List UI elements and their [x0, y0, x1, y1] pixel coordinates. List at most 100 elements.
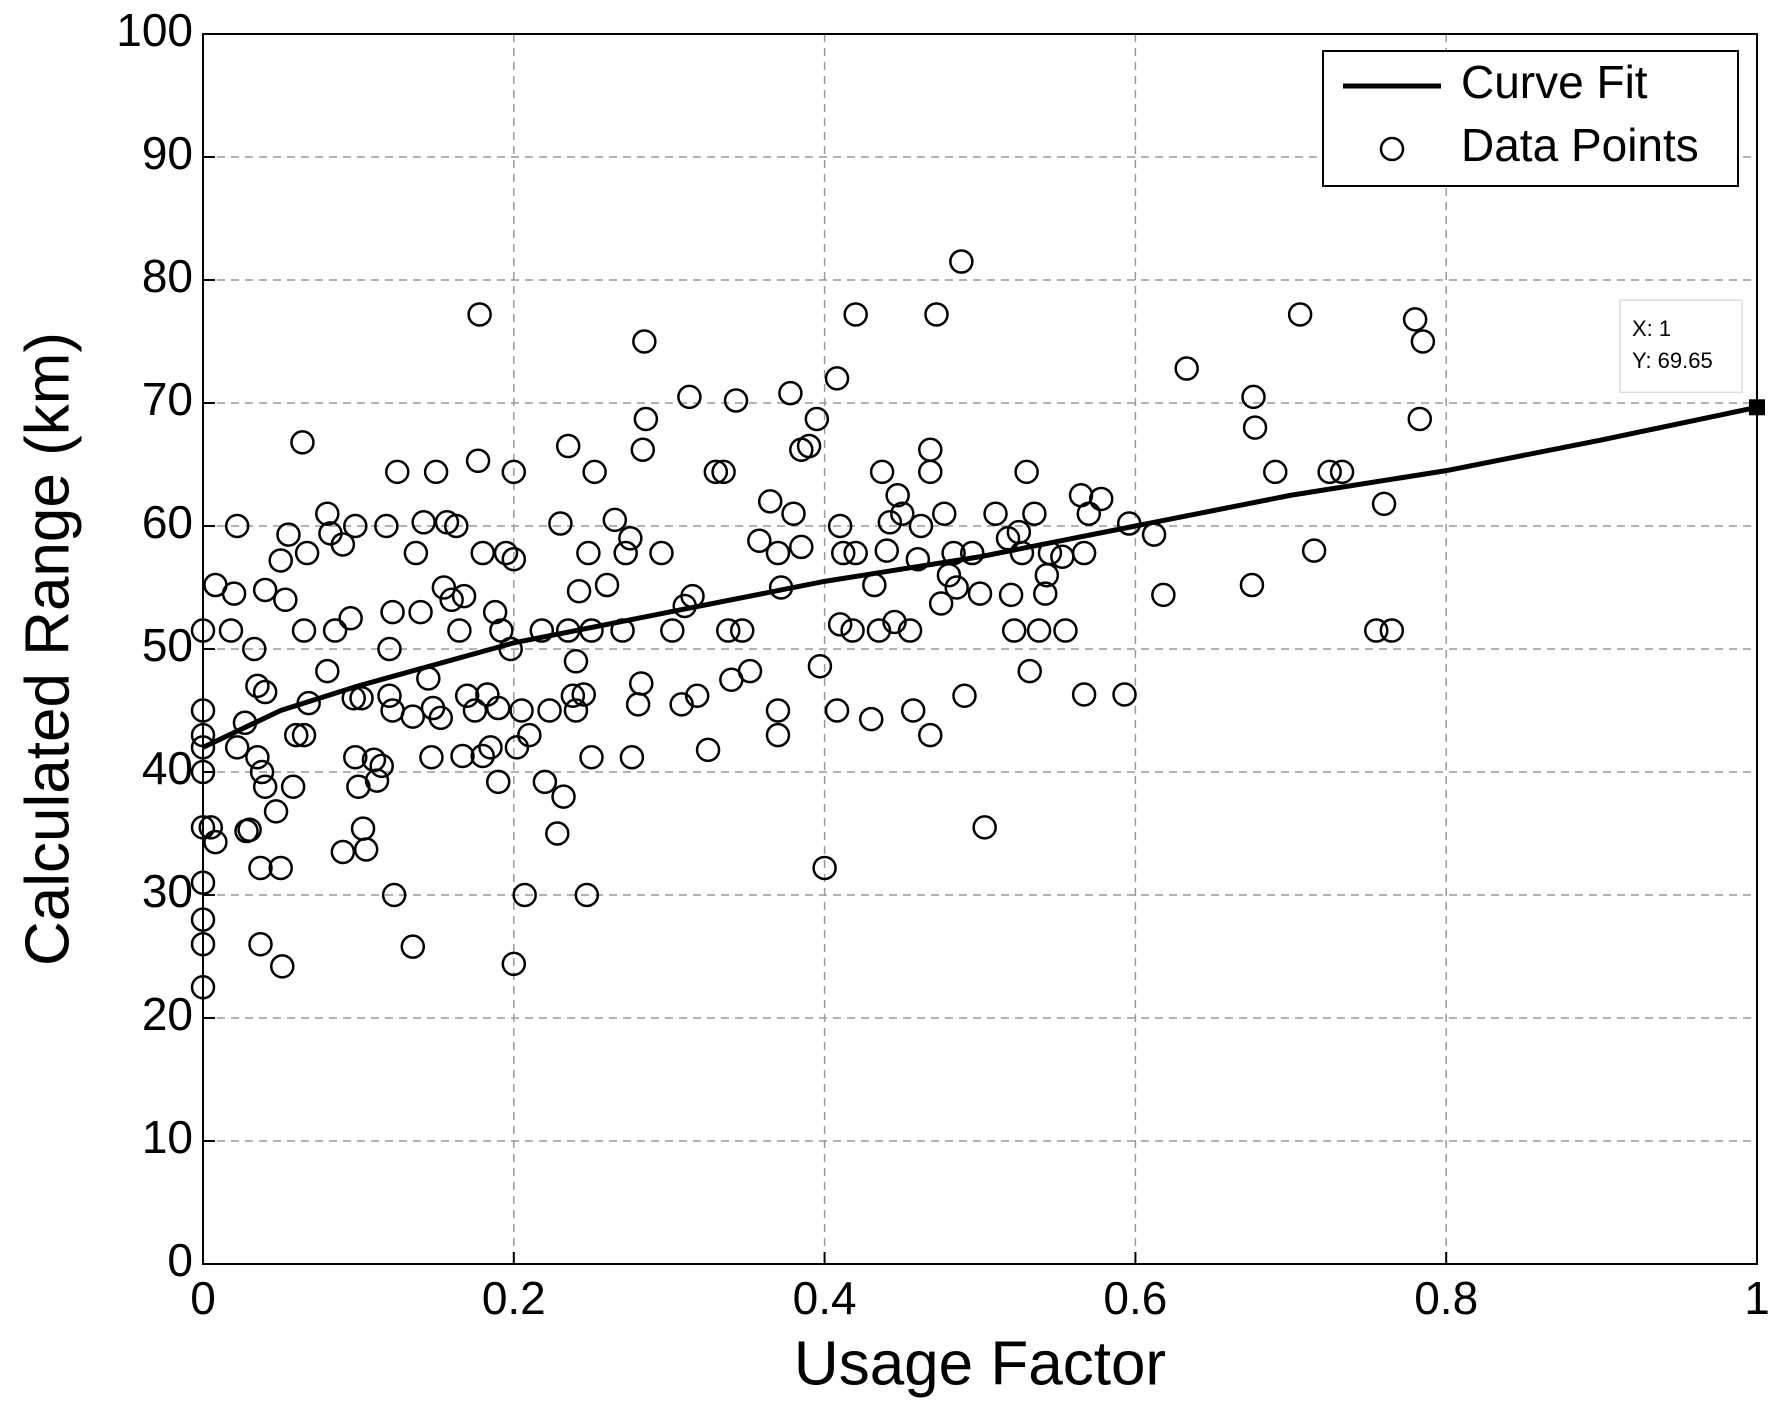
data-point	[198, 815, 224, 840]
y-tick-label: 20	[142, 988, 193, 1040]
data-point	[537, 698, 562, 723]
x-tick-label: 0.2	[482, 1272, 546, 1324]
legend-label: Curve Fit	[1461, 56, 1648, 108]
data-point	[218, 618, 244, 643]
data-point	[291, 618, 317, 643]
data-point	[555, 618, 581, 643]
data-point	[944, 575, 969, 600]
data-point	[1112, 682, 1137, 707]
data-point	[232, 710, 258, 736]
data-point	[630, 437, 656, 462]
data-point	[890, 501, 915, 526]
data-point	[1037, 540, 1063, 566]
x-tick-label: 0	[190, 1272, 216, 1324]
data-point	[248, 855, 273, 881]
data-point	[467, 302, 492, 327]
data-point	[380, 599, 405, 625]
data-point	[498, 636, 523, 662]
data-point	[703, 459, 729, 485]
data-point	[632, 329, 657, 354]
data-point	[465, 448, 491, 474]
y-tick-label: 100	[116, 4, 193, 56]
data-point	[548, 511, 573, 536]
data-point	[252, 679, 278, 705]
data-point	[462, 698, 488, 723]
data-point	[858, 706, 884, 732]
data-point	[610, 618, 635, 643]
data-point	[571, 682, 596, 707]
data-point	[252, 577, 278, 603]
data-point	[221, 581, 247, 606]
data-point	[866, 618, 892, 643]
data-point	[381, 882, 407, 908]
y-tick-label: 80	[142, 250, 193, 302]
data-point	[423, 459, 449, 485]
data-point	[444, 513, 469, 539]
data-point	[190, 815, 216, 840]
data-point	[190, 975, 216, 1000]
data-point	[908, 513, 934, 539]
data-point	[765, 698, 791, 723]
y-tick-label: 0	[167, 1234, 193, 1286]
data-point	[900, 698, 926, 723]
data-point	[501, 951, 527, 977]
data-point	[918, 459, 943, 485]
data-point	[677, 384, 702, 410]
data-point	[290, 430, 315, 455]
data-point	[613, 540, 638, 566]
plot-frame	[202, 33, 1758, 1265]
data-point	[470, 743, 495, 769]
data-point	[932, 501, 957, 526]
data-point	[576, 540, 601, 566]
data-point	[1071, 540, 1097, 566]
y-tick-label: 60	[142, 496, 193, 548]
data-point	[582, 459, 607, 485]
data-point	[807, 653, 833, 679]
data-point	[529, 618, 555, 643]
data-point	[563, 698, 589, 723]
legend: Curve Fit Data Points	[1322, 50, 1739, 187]
data-point	[280, 774, 306, 800]
data-point	[330, 839, 356, 865]
data-point	[245, 744, 270, 770]
data-point	[1088, 486, 1114, 512]
data-point	[877, 510, 903, 535]
data-point	[1017, 658, 1042, 684]
x-tick-label: 0.4	[793, 1272, 857, 1324]
y-tick-label: 90	[142, 127, 193, 179]
data-point	[737, 658, 763, 684]
data-point	[343, 513, 368, 539]
data-point	[602, 507, 628, 533]
data-point	[843, 302, 868, 327]
data-point	[633, 406, 659, 432]
data-point	[669, 692, 694, 717]
data-point	[882, 609, 907, 635]
data-point	[263, 799, 289, 824]
data-point	[268, 855, 293, 881]
data-point	[486, 769, 511, 795]
data-point	[369, 753, 394, 779]
data-point	[242, 636, 267, 662]
data-point	[341, 685, 366, 711]
data-point	[294, 540, 320, 566]
data-point	[928, 591, 954, 616]
data-point	[827, 513, 853, 539]
data-point	[190, 759, 216, 785]
data-point	[353, 837, 379, 862]
data-point	[1009, 540, 1035, 566]
data-point	[830, 540, 856, 566]
data-point	[1402, 307, 1428, 332]
data-point	[431, 575, 457, 600]
data-point	[862, 572, 887, 598]
data-point	[276, 522, 301, 547]
data-point	[349, 685, 374, 711]
data-point	[224, 735, 250, 760]
data-point	[1371, 491, 1397, 517]
data-point	[248, 931, 273, 957]
data-point	[967, 581, 993, 606]
data-point	[1317, 459, 1342, 485]
data-point	[827, 612, 853, 637]
data-point	[545, 821, 570, 846]
data-point	[824, 366, 850, 391]
data-point	[949, 249, 974, 274]
